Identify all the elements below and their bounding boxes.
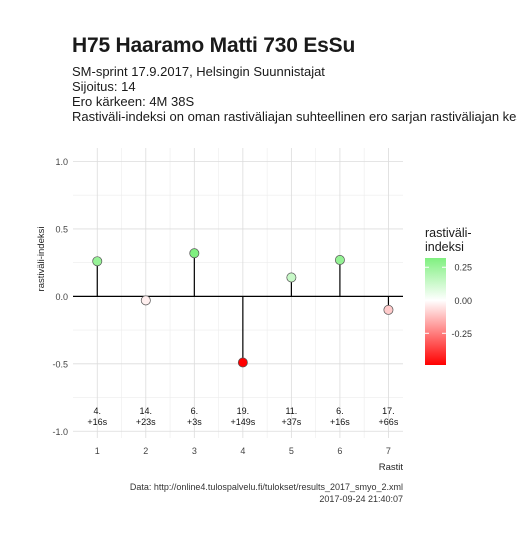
x-tick-label: 1	[95, 446, 100, 456]
point-label-rank: 6.	[191, 406, 199, 416]
legend-title-line-2: indeksi	[425, 240, 464, 254]
point-label-rank: 4.	[94, 406, 102, 416]
y-tick-label: -0.5	[52, 359, 68, 369]
y-tick-label: 0.0	[55, 292, 68, 302]
data-point	[334, 255, 345, 265]
legend-title-line-1: rastiväli-	[425, 226, 472, 240]
y-tick-label: 1.0	[55, 157, 68, 167]
x-tick-label: 5	[289, 446, 294, 456]
x-tick-label: 7	[386, 446, 391, 456]
y-axis-title: rastiväli-indeksi	[36, 227, 47, 292]
point-label-rank: 19.	[237, 406, 250, 416]
point-label-rank: 17.	[382, 406, 395, 416]
x-tick-label: 3	[192, 446, 197, 456]
x-tick-label: 2	[143, 446, 148, 456]
point-label-diff: +16s	[87, 417, 107, 427]
legend-tick-label: 0.00	[454, 296, 472, 306]
subtitle-line-gap: Ero kärkeen: 4M 38S	[72, 94, 195, 109]
data-point	[140, 295, 151, 306]
point-label-diff: +149s	[230, 417, 255, 427]
y-tick-label: -1.0	[52, 427, 68, 437]
point-label-diff: +3s	[187, 417, 202, 427]
point-label-rank: 14.	[140, 406, 153, 416]
point-label-diff: +66s	[379, 417, 399, 427]
x-axis-title: Rastit	[379, 462, 404, 473]
point-label-rank: 6.	[336, 406, 344, 416]
data-point	[237, 357, 248, 368]
subtitle-line-description: Rastiväli-indeksi on oman rastiväliajan …	[72, 109, 517, 124]
caption-timestamp: 2017-09-24 21:40:07	[319, 494, 403, 504]
data-point	[383, 304, 394, 315]
x-tick-label: 4	[240, 446, 245, 456]
point-label-diff: +16s	[330, 417, 350, 427]
y-tick-label: 0.5	[55, 224, 68, 234]
legend-tick-label: 0.25	[454, 263, 472, 273]
data-point	[189, 248, 200, 259]
caption-source: Data: http://online4.tulospalvelu.fi/tul…	[129, 482, 403, 492]
subtitle-line-event: SM-sprint 17.9.2017, Helsingin Suunnista…	[72, 64, 325, 79]
chart-header: H75 Haaramo Matti 730 EsSu SM-sprint 17.…	[72, 32, 517, 124]
chart-caption: Data: http://online4.tulospalvelu.fi/tul…	[130, 481, 403, 505]
data-point	[286, 272, 297, 283]
chart-title: H75 Haaramo Matti 730 EsSu	[72, 34, 356, 57]
point-label-diff: +23s	[136, 417, 156, 427]
x-tick-label: 6	[337, 446, 342, 456]
legend-colorbar	[425, 258, 446, 365]
data-point	[92, 256, 103, 267]
point-label-diff: +37s	[281, 417, 301, 427]
legend-tick-label: -0.25	[451, 329, 472, 339]
point-label-rank: 11.	[285, 406, 297, 416]
subtitle-line-placing: Sijoitus: 14	[72, 79, 136, 94]
